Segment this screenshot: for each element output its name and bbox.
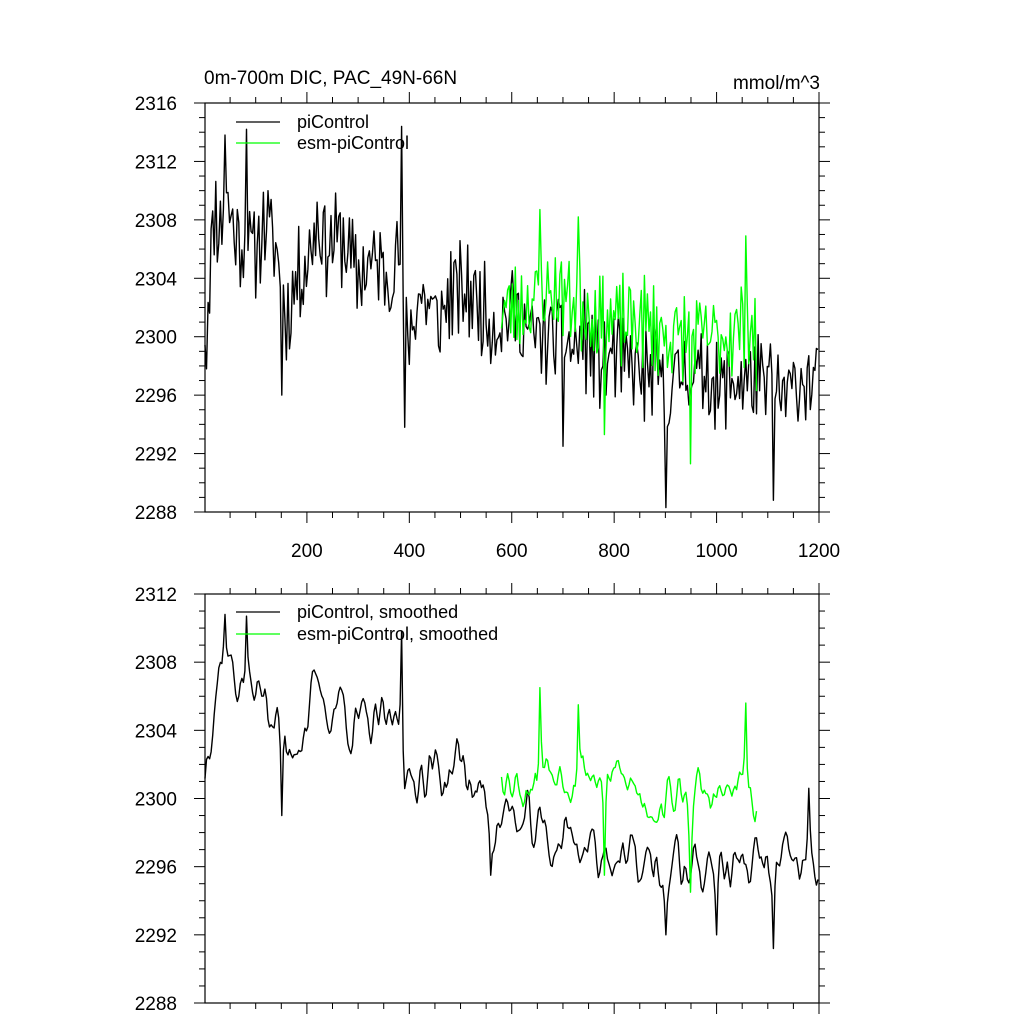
y-tick-label: 2308	[135, 653, 177, 674]
series-line-picontrol	[204, 125, 819, 509]
x-tick-label: 800	[598, 541, 630, 562]
series-line-esm-picontrol	[500, 208, 758, 465]
y-tick-label: 2304	[135, 269, 178, 290]
y-tick-label: 2300	[135, 328, 177, 349]
series-group	[204, 613, 819, 950]
x-tick-label: 400	[393, 541, 425, 562]
series-line-picontrol-smoothed	[204, 613, 819, 950]
y-tick-label: 2300	[135, 790, 177, 811]
legend: piControl esm-piControl	[236, 112, 409, 153]
y-tick-label: 2292	[135, 445, 177, 466]
series-line-esm-picontrol-smoothed	[500, 687, 758, 893]
y-tick-label: 2296	[135, 386, 177, 407]
y-tick-label: 2296	[135, 858, 177, 879]
legend-label-picontrol: piControl	[297, 112, 369, 132]
y-tick-label: 2312	[135, 585, 177, 606]
legend-label-esm-picontrol: esm-piControl	[297, 133, 409, 153]
y-tick-label: 2312	[135, 152, 177, 173]
x-tick-label: 1000	[695, 541, 737, 562]
x-tick-label: 200	[291, 541, 323, 562]
y-tick-label: 2316	[135, 94, 177, 115]
y-tick-label: 2288	[135, 503, 177, 524]
top-panel: 0m-700m DIC, PAC_49N-66N mmol/m^3 228822…	[135, 68, 840, 562]
chart-title: 0m-700m DIC, PAC_49N-66N	[204, 68, 457, 89]
legend-label-esm-picontrol-smoothed: esm-piControl, smoothed	[297, 624, 498, 644]
bottom-panel: 2288 2292 2296 2300 2304 2308 2312 piControl, …	[135, 583, 830, 1015]
plot-frame	[204, 593, 820, 1004]
x-tick-label: 1200	[798, 541, 840, 562]
x-tick-label: 600	[496, 541, 528, 562]
axis-ticks: 2288 2292 2296 2300 2304 2308 2312	[135, 583, 830, 1015]
y-tick-label: 2292	[135, 926, 177, 947]
y-tick-label: 2288	[135, 994, 177, 1015]
axis-ticks: 2288 2292 2296 2300 2304 2308 2312 2316 200 400 60…	[135, 92, 840, 562]
legend-label-picontrol-smoothed: piControl, smoothed	[297, 602, 458, 622]
units-label: mmol/m^3	[733, 73, 820, 94]
y-tick-label: 2308	[135, 211, 177, 232]
legend: piControl, smoothed esm-piControl, smoot…	[236, 602, 498, 644]
series-group	[204, 125, 819, 509]
y-tick-label: 2304	[135, 721, 178, 742]
